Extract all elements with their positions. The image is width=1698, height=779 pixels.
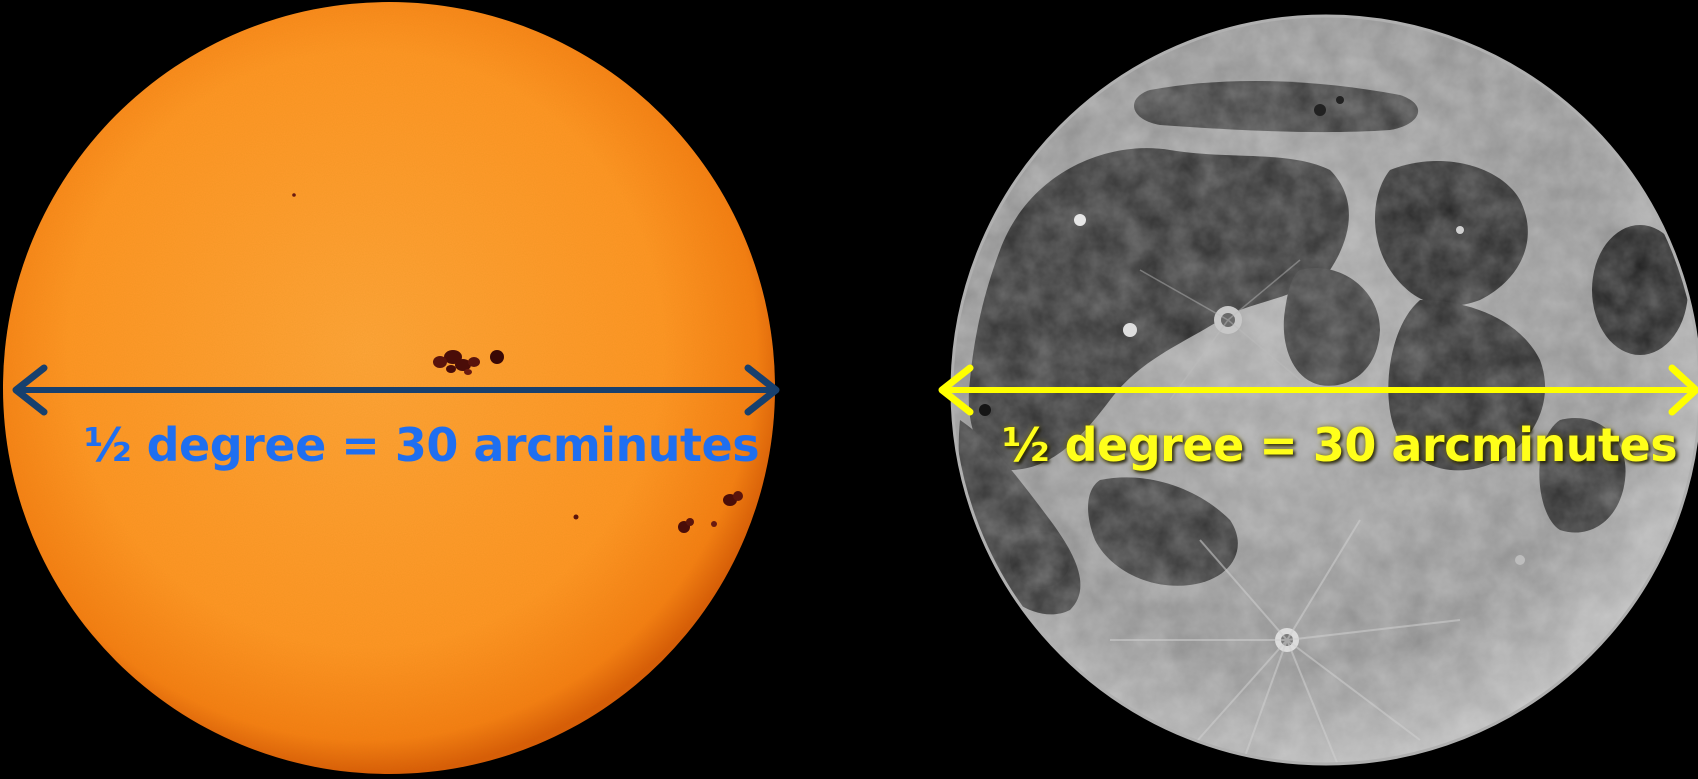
copernicus-crater [1139,259,1301,401]
sun-diameter-label: ½ degree = 30 arcminutes [84,418,760,472]
sunspot-group-center [433,350,504,375]
sun-diameter-arrow [12,364,780,416]
tycho-crater [1110,519,1461,764]
moon-diameter-label: ½ degree = 30 arcminutes [1002,418,1678,472]
sunspot-group-right [292,193,743,533]
moon-diameter-arrow [938,364,1698,416]
